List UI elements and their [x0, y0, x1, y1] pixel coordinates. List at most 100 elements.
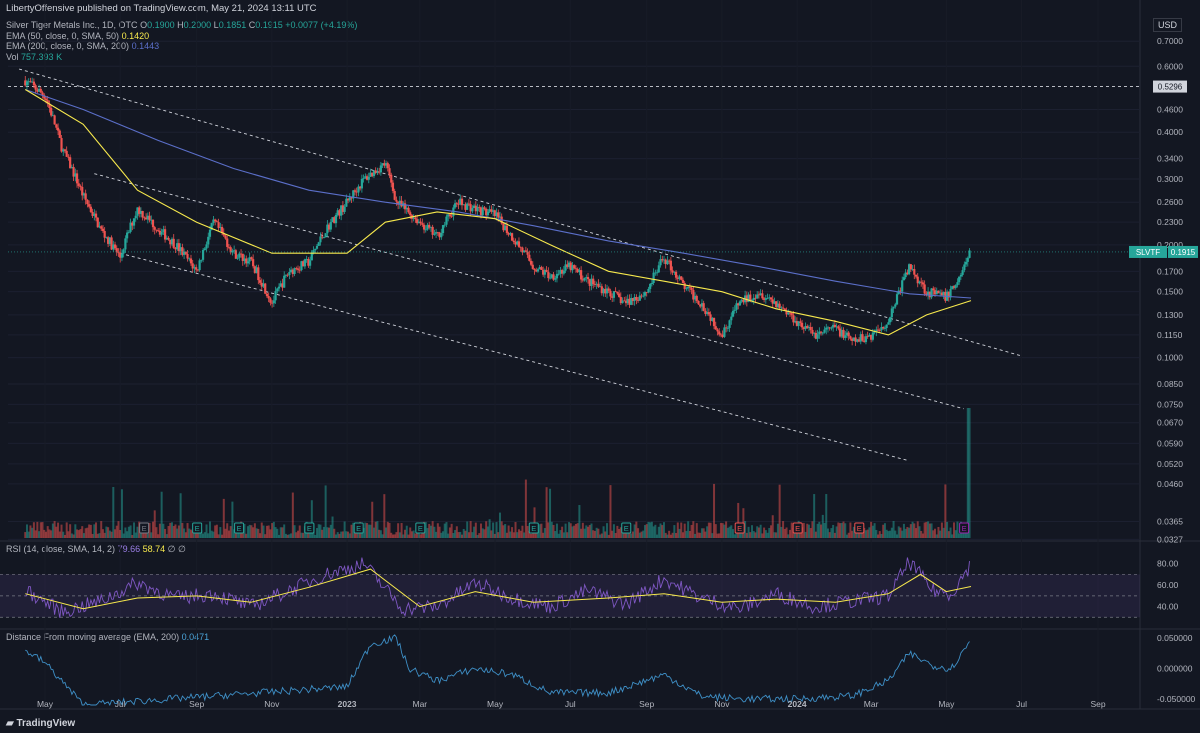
volume-bar: [350, 524, 353, 538]
volume-bar: [131, 534, 134, 538]
volume-bar: [516, 532, 519, 538]
candle-body: [70, 167, 73, 169]
candle-body: [248, 257, 251, 262]
volume-bar: [74, 524, 77, 538]
earnings-marker-icon: [734, 522, 745, 534]
volume-bar: [454, 530, 457, 538]
rsi-label: RSI (14, close, SMA, 14, 2): [6, 544, 116, 554]
volume-bar: [473, 526, 476, 538]
candle-body: [50, 108, 53, 116]
volume-bar: [934, 528, 937, 538]
volume-bar: [545, 487, 548, 538]
candle-body: [43, 95, 46, 99]
candle-body: [62, 149, 65, 152]
volume-bar: [640, 531, 643, 538]
candle-body: [730, 316, 733, 321]
earnings-marker-icon: [192, 522, 203, 534]
volume-bar: [55, 526, 58, 538]
candle-body: [350, 197, 353, 199]
volume-bar: [253, 523, 256, 538]
distance-label: Distance From moving average (EMA, 200): [6, 632, 180, 642]
time-tick-label: May: [37, 699, 54, 709]
candle-body: [602, 288, 605, 294]
candle-body: [196, 269, 199, 271]
volume-bar: [768, 527, 771, 538]
candle-body: [184, 251, 187, 254]
volume-bars: [24, 408, 971, 538]
volume-bar: [956, 521, 959, 538]
volume-bar: [688, 531, 691, 538]
candle-body: [346, 198, 350, 201]
candle-body: [376, 171, 379, 174]
candle-body: [155, 229, 158, 231]
volume-bar: [369, 524, 372, 538]
candle-body: [700, 303, 704, 307]
candle-body: [271, 302, 274, 304]
candle-body: [384, 163, 388, 166]
candle-body: [146, 215, 149, 220]
candle-body: [636, 299, 640, 301]
distance-legend[interactable]: Distance From moving average (EMA, 200) …: [6, 632, 209, 642]
candle-body: [129, 222, 132, 232]
price-badges: SLVTF 0.1915 0.5296: [8, 80, 1198, 258]
candle-body: [750, 300, 754, 301]
candle-body: [474, 205, 477, 212]
volume-bar: [227, 530, 230, 538]
candle-body: [203, 248, 206, 250]
candle-body: [735, 303, 738, 310]
price-tick-label: 0.7000: [1157, 36, 1183, 46]
volume-bar: [100, 521, 103, 538]
volume-bar: [709, 522, 712, 538]
volume-bar: [894, 530, 897, 538]
candle-body: [436, 232, 439, 233]
volume-bar: [101, 529, 104, 538]
ema50-legend-row[interactable]: EMA (50, close, 0, SMA, 50) 0.1420: [6, 31, 357, 42]
volume-bar: [795, 529, 798, 538]
volume-bar: [272, 521, 275, 538]
candle-body: [478, 206, 481, 208]
volume-bar: [31, 527, 34, 538]
volume-bar: [543, 528, 546, 538]
candle-body: [241, 253, 244, 261]
volume-bar: [728, 526, 731, 538]
volume-bar: [72, 534, 75, 538]
candle-body: [788, 312, 792, 314]
currency-button[interactable]: USD: [1153, 18, 1183, 32]
volume-bar: [395, 532, 398, 538]
candle-body: [224, 235, 227, 239]
candle-body: [731, 310, 735, 317]
candle-body: [885, 324, 888, 329]
volume-bar: [348, 533, 351, 538]
volume-bar: [611, 530, 614, 538]
candle-body: [847, 332, 850, 337]
candle-body: [331, 217, 334, 223]
candle-body: [514, 242, 517, 245]
volume-bar: [174, 524, 177, 538]
earnings-marker-icon: [353, 522, 364, 534]
candle-body: [355, 191, 358, 193]
candle-body: [238, 253, 241, 258]
candle-body: [647, 288, 650, 293]
volume-bar: [825, 494, 828, 538]
candle-body: [612, 291, 616, 298]
tradingview-logo[interactable]: ▰ TradingView: [6, 718, 75, 729]
symbol-legend-row[interactable]: Silver Tiger Metals Inc., 1D, OTC O0.190…: [6, 20, 357, 31]
candle-body: [429, 226, 433, 228]
ema200-legend-row[interactable]: EMA (200, close, 0, SMA, 200) 0.1443: [6, 41, 357, 52]
candle-body: [916, 276, 919, 284]
candle-body: [231, 250, 234, 253]
candle-body: [438, 232, 441, 238]
volume-bar: [276, 528, 279, 538]
candle-body: [787, 312, 790, 315]
rsi-legend[interactable]: RSI (14, close, SMA, 14, 2) 79.66 58.74 …: [6, 544, 186, 555]
volume-bar: [562, 532, 565, 538]
candle-body: [460, 198, 464, 206]
volume-bar: [283, 524, 286, 538]
candle-body: [590, 278, 593, 286]
volume-bar: [467, 532, 470, 538]
candle-body: [281, 283, 284, 288]
vol-legend-row[interactable]: Vol 757.393 K: [6, 52, 357, 63]
volume-bar: [260, 522, 263, 538]
candle-body: [495, 212, 498, 216]
